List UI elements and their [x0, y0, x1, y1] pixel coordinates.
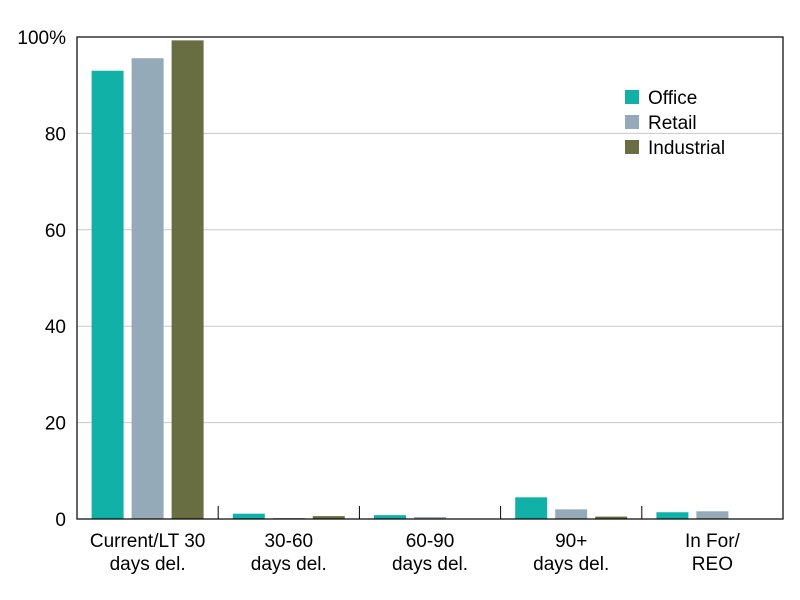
bar-retail — [131, 58, 164, 519]
bar-retail — [696, 511, 729, 519]
bar-office — [232, 513, 265, 519]
bar-office — [656, 512, 689, 519]
x-tick-label: 30-60 — [264, 531, 313, 552]
legend: Office Retail Industrial — [625, 88, 725, 159]
x-tick-label: REO — [692, 554, 733, 575]
x-tick-label: days del. — [392, 554, 468, 575]
bar-retail — [414, 517, 446, 519]
x-tick-label: 60-90 — [406, 531, 455, 552]
legend-label-office: Office — [648, 88, 697, 109]
legend-label-industrial: Industrial — [648, 138, 725, 159]
x-tick-label: Current/LT 30 — [90, 531, 205, 552]
y-tick-label: 100% — [17, 28, 66, 49]
y-tick-label: 40 — [45, 317, 66, 338]
legend-swatch-industrial — [625, 140, 639, 154]
legend-label-retail: Retail — [648, 113, 697, 134]
y-tick-label: 0 — [55, 510, 66, 531]
y-tick-label: 20 — [45, 414, 66, 435]
bar-office — [91, 70, 124, 520]
x-axis-separators — [217, 506, 643, 519]
x-tick-label: 90+ — [555, 531, 587, 552]
bar-industrial — [171, 40, 204, 520]
y-tick-label: 60 — [45, 221, 66, 242]
bars — [91, 40, 769, 520]
legend-swatch-office — [625, 90, 639, 104]
bar-industrial — [312, 516, 345, 519]
x-tick-label: In For/ — [685, 531, 741, 552]
bar-office — [515, 497, 548, 519]
plot-frame — [76, 36, 784, 520]
x-tick-label: days del. — [251, 554, 327, 575]
bar-office — [374, 515, 406, 519]
bar-retail — [555, 509, 588, 519]
y-tick-label: 80 — [45, 124, 66, 145]
y-axis-tick-labels: 0 20 40 60 80 100% — [17, 28, 66, 531]
x-tick-label: days del. — [533, 554, 609, 575]
x-tick-label: days del. — [110, 554, 186, 575]
bar-industrial — [595, 516, 628, 519]
legend-swatch-retail — [625, 115, 639, 129]
